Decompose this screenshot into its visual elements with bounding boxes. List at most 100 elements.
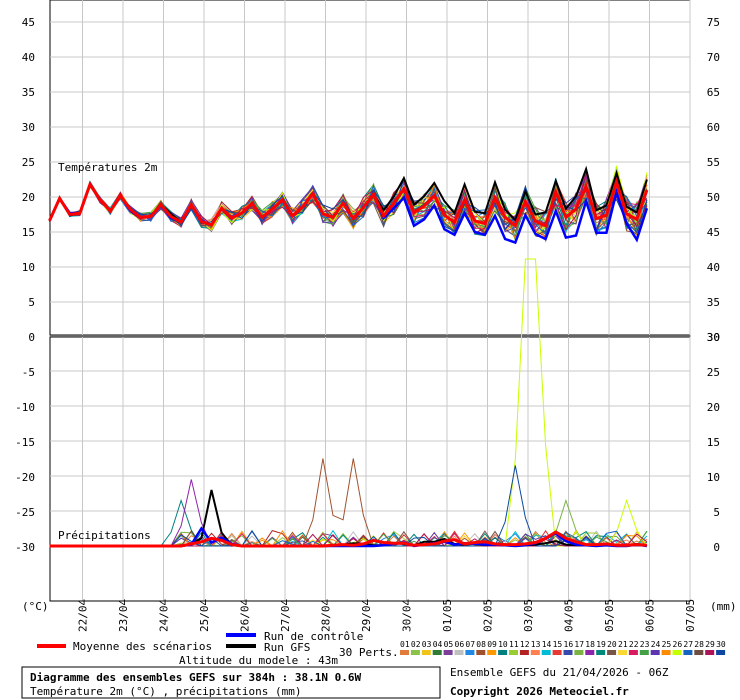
main-temperature-lines (48, 165, 649, 245)
temp-axis-tick-left: 45 (22, 16, 35, 29)
member-color-swatch (563, 650, 573, 655)
member-color-swatch (552, 650, 562, 655)
precip-axis-tick-right: 10 (707, 471, 720, 484)
member-color-swatch (716, 650, 726, 655)
member-id-label: 11 (509, 640, 519, 649)
member-id-label: 13 (531, 640, 541, 649)
temp-axis-tick-left: 25 (22, 156, 35, 169)
member-color-swatch (476, 650, 486, 655)
legend-mean-label: Moyenne des scénarios (73, 640, 212, 653)
member-color-swatch (661, 650, 671, 655)
date-tick-label: 23/04 (117, 599, 130, 632)
temp-axis-tick-right: 70 (707, 51, 720, 64)
member-color-swatch (498, 650, 508, 655)
member-color-swatch (432, 650, 442, 655)
member-color-swatch (705, 650, 715, 655)
date-tick-label: 01/05 (441, 599, 454, 632)
member-color-swatch (519, 650, 529, 655)
date-tick-label: 25/04 (198, 599, 211, 632)
member-id-label: 29 (705, 640, 715, 649)
run-info: Ensemble GEFS du 21/04/2026 - 06Z (450, 666, 669, 679)
altitude-label: Altitude du modele : 43m (179, 654, 338, 667)
right-unit-label: (mm) (710, 600, 737, 613)
member-color-swatch (683, 650, 693, 655)
member-id-label: 01 (400, 640, 410, 649)
precip-axis-tick-right: 5 (713, 506, 720, 519)
member-id-label: 09 (487, 640, 497, 649)
date-tick-label: 06/05 (644, 599, 657, 632)
member-color-swatch (541, 650, 551, 655)
precip-axis-tick-left: -20 (15, 471, 35, 484)
precip-axis-tick-left: -10 (15, 401, 35, 414)
chart-subtitle: Température 2m (°C) , précipitations (mm… (30, 685, 302, 698)
date-tick-label: 30/04 (401, 599, 414, 632)
date-tick-label: 29/04 (360, 599, 373, 632)
member-id-label: 10 (498, 640, 508, 649)
temp-axis-tick-right: 50 (707, 191, 720, 204)
member-id-label: 08 (476, 640, 486, 649)
member-color-swatch (585, 650, 595, 655)
member-color-swatch (650, 650, 660, 655)
member-color-swatch (400, 650, 409, 655)
member-id-label: 26 (673, 640, 683, 649)
member-color-swatch (509, 650, 518, 655)
member-id-label: 05 (444, 640, 454, 649)
member-color-swatch (454, 650, 464, 655)
temp-axis-tick-right: 40 (707, 261, 720, 274)
mean-temperature-line (48, 177, 649, 229)
member-color-legend: 01 02 03 04 05 06 07 08 09 10 11 12 13 14 15 16 17 18 19 20… (400, 640, 726, 655)
temperature-panel-label: Températures 2m (58, 161, 158, 174)
member-color-swatch (487, 650, 497, 655)
date-tick-label: 24/04 (158, 599, 171, 632)
precip-axis-tick-right: 20 (707, 401, 720, 414)
precip-axis-tick-left: -5 (22, 366, 35, 379)
member-color-swatch (443, 650, 453, 655)
temp-axis-tick-left: 35 (22, 86, 35, 99)
temp-axis-tick-left: 30 (22, 121, 35, 134)
temp-axis-tick-right: 30 (707, 331, 720, 344)
member-color-swatch (628, 650, 638, 655)
member-id-label: 06 (455, 640, 465, 649)
member-id-label: 25 (662, 640, 672, 649)
temp-axis-tick-left: 10 (22, 261, 35, 274)
legend-control-label: Run de contrôle (264, 630, 363, 643)
member-color-swatch (607, 650, 617, 655)
temp-axis-tick-right: 60 (707, 121, 720, 134)
precip-axis-tick-right: 25 (707, 366, 720, 379)
temp-axis-tick-left: 5 (28, 296, 35, 309)
member-id-label: 03 (422, 640, 432, 649)
precip-axis-tick-left: -25 (15, 506, 35, 519)
left-axis-labels: 45 40 35 30 25 20 15 10 5 0 -5 -10 -15 -20 -25 -30 (15, 16, 35, 554)
member-color-swatch (465, 650, 475, 655)
date-tick-label: 03/05 (522, 599, 535, 632)
temp-axis-tick-right: 75 (707, 16, 720, 29)
date-axis-labels: 22/04 23/04 24/04 25/04 26/04 27/04 28/04 29/04… (77, 599, 698, 632)
temp-axis-tick-right: 35 (707, 296, 720, 309)
main-precipitation-lines (49, 489, 648, 548)
precipitation-panel-frame (49, 336, 691, 602)
member-color-swatch (618, 650, 627, 655)
date-tick-label: 05/05 (603, 599, 616, 632)
member-id-label: 14 (542, 640, 552, 649)
member-id-label: 27 (683, 640, 693, 649)
date-tick-label: 22/04 (77, 599, 90, 632)
precip-axis-tick-left: -15 (15, 436, 35, 449)
member-color-swatch (410, 650, 420, 655)
grid-lines (50, 0, 691, 601)
member-id-label: 21 (618, 640, 628, 649)
member-color-swatch (574, 650, 584, 655)
temp-axis-tick-right: 65 (707, 86, 720, 99)
member-id-label: 15 (553, 640, 563, 649)
temp-axis-tick-right: 45 (707, 226, 720, 239)
temp-axis-tick-left: 0 (28, 331, 35, 344)
member-id-label: 04 (433, 640, 443, 649)
date-tick-label: 28/04 (320, 599, 333, 632)
member-id-label: 18 (585, 640, 595, 649)
member-id-label: 19 (596, 640, 606, 649)
precip-axis-tick-right: 15 (707, 436, 720, 449)
left-unit-label: (°C) (22, 600, 49, 613)
legend: Moyenne des scénarios Run de contrôle Ru… (37, 630, 726, 659)
date-tick-label: 07/05 (684, 599, 697, 632)
member-id-label: 17 (574, 640, 584, 649)
legend-gfs-label: Run GFS (264, 641, 310, 654)
